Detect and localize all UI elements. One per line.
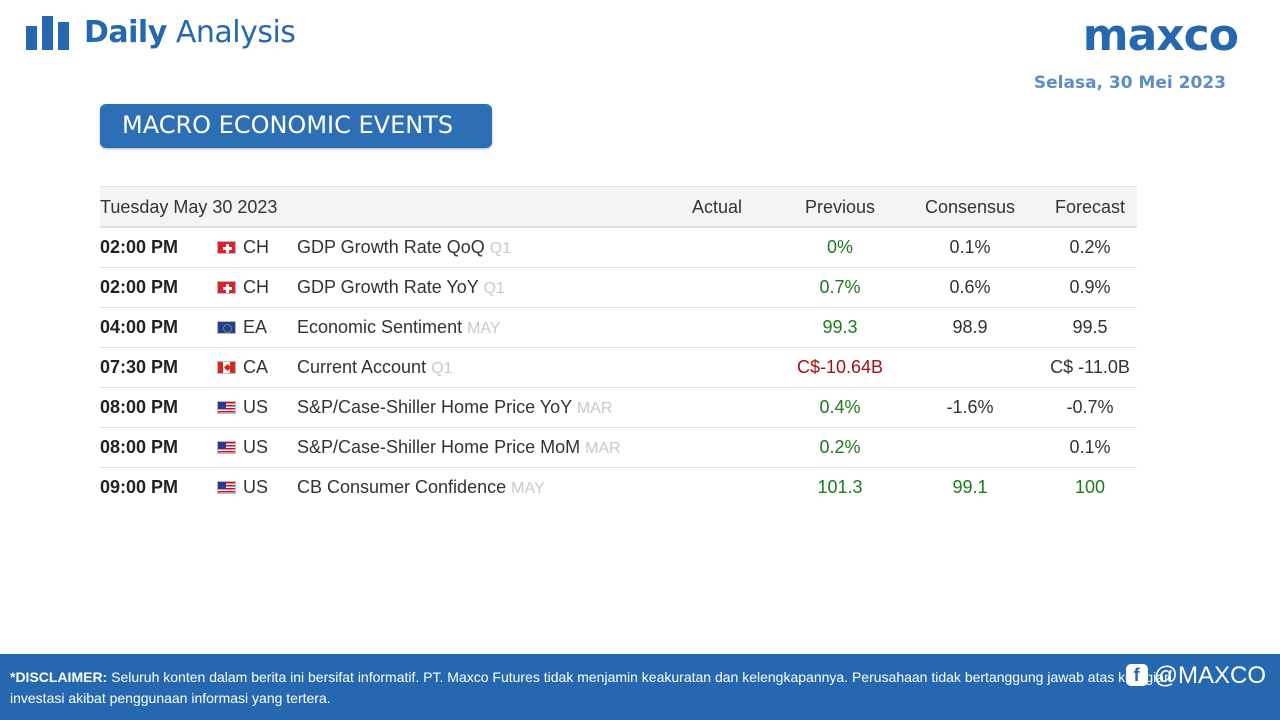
- consensus-value: 98.9: [952, 317, 988, 337]
- forecast-value: 100: [1074, 477, 1106, 497]
- previous-value: 0.4%: [819, 397, 861, 417]
- usa-flag-icon: [217, 401, 236, 414]
- usa-flag-icon: [217, 441, 236, 454]
- previous-value: 101.3: [817, 477, 863, 497]
- report-date: Selasa, 30 Mei 2023: [1033, 73, 1226, 93]
- event-time: 04:00 PM: [100, 317, 179, 337]
- event-period: Q1: [483, 280, 505, 297]
- header-consensus: Consensus: [924, 197, 1016, 217]
- table-row[interactable]: 02:00 PM CH GDP Growth Rate YoY Q1 0.7% …: [100, 268, 1137, 308]
- event-name[interactable]: S&P/Case-Shiller Home Price YoY MAR: [297, 397, 613, 417]
- canada-flag-icon: [217, 361, 236, 374]
- table-row[interactable]: 04:00 PM EA Economic Sentiment MAY 99.3 …: [100, 308, 1137, 348]
- consensus-value: 99.1: [952, 477, 988, 497]
- header-actual: Actual: [692, 197, 743, 217]
- previous-value: C$-10.64B: [796, 357, 884, 377]
- country-code: US: [243, 397, 269, 417]
- economic-calendar-table: Tuesday May 30 2023 Actual Previous Cons…: [100, 186, 1137, 508]
- country-code: CH: [243, 277, 269, 297]
- bar-chart-icon: [26, 14, 70, 50]
- brand-title-light: Analysis: [175, 14, 296, 50]
- social-handle-link[interactable]: f @MAXCO: [1125, 661, 1266, 689]
- disclaimer-label: *DISCLAIMER:: [10, 669, 108, 685]
- forecast-value: 0.2%: [1069, 237, 1111, 257]
- country-code: US: [243, 477, 269, 497]
- event-time: 09:00 PM: [100, 477, 179, 497]
- consensus-value: 0.1%: [949, 237, 991, 257]
- event-name[interactable]: GDP Growth Rate QoQ Q1: [297, 237, 512, 257]
- brand: Daily Analysis: [26, 14, 296, 50]
- forecast-value: 99.5: [1072, 317, 1108, 337]
- event-name[interactable]: Current Account Q1: [297, 357, 453, 377]
- forecast-value: -0.7%: [1066, 397, 1114, 417]
- previous-value: 0%: [826, 237, 853, 257]
- event-time: 08:00 PM: [100, 397, 179, 417]
- country-code: EA: [243, 317, 268, 337]
- country-code: CA: [243, 357, 269, 377]
- switzerland-flag-icon: [217, 241, 236, 254]
- table-row[interactable]: 08:00 PM US S&P/Case-Shiller Home Price …: [100, 428, 1137, 468]
- consensus-value: 0.6%: [949, 277, 991, 297]
- previous-value: 0.2%: [819, 437, 861, 457]
- switzerland-flag-icon: [217, 281, 236, 294]
- table-row[interactable]: 08:00 PM US S&P/Case-Shiller Home Price …: [100, 388, 1137, 428]
- forecast-value: 0.1%: [1069, 437, 1111, 457]
- previous-value: 0.7%: [819, 277, 861, 297]
- event-name[interactable]: CB Consumer Confidence MAY: [297, 477, 545, 497]
- event-period: Q1: [489, 240, 512, 257]
- event-period: Q1: [431, 360, 453, 377]
- event-period: MAR: [585, 440, 621, 457]
- eu-flag-icon: [217, 321, 236, 334]
- social-handle: @MAXCO: [1153, 661, 1266, 689]
- facebook-icon: f: [1125, 664, 1148, 686]
- header-previous: Previous: [804, 197, 876, 217]
- brand-title-bold: Daily: [84, 14, 167, 50]
- event-period: MAY: [467, 320, 501, 337]
- event-time: 07:30 PM: [100, 357, 179, 377]
- event-time: 02:00 PM: [100, 277, 179, 297]
- table-header: Tuesday May 30 2023 Actual Previous Cons…: [100, 186, 1137, 228]
- disclaimer-text: *DISCLAIMER: Seluruh konten dalam berita…: [10, 669, 1172, 706]
- forecast-value: C$ -11.0B: [1050, 357, 1130, 377]
- brand-title: Daily Analysis: [84, 14, 296, 50]
- event-time: 02:00 PM: [100, 237, 179, 257]
- disclaimer-footer: *DISCLAIMER: Seluruh konten dalam berita…: [0, 654, 1280, 720]
- country-code: US: [243, 437, 269, 457]
- table-row[interactable]: 02:00 PM CH GDP Growth Rate QoQ Q1 0% 0.…: [100, 228, 1137, 268]
- event-period: MAR: [576, 400, 613, 417]
- event-name[interactable]: Economic Sentiment MAY: [297, 317, 501, 337]
- header-date: Tuesday May 30 2023: [100, 197, 278, 217]
- event-name[interactable]: S&P/Case-Shiller Home Price MoM MAR: [297, 437, 621, 457]
- event-name[interactable]: GDP Growth Rate YoY Q1: [297, 277, 505, 297]
- maxco-logo: maxco: [1082, 10, 1239, 61]
- forecast-value: 0.9%: [1069, 277, 1111, 297]
- table-row[interactable]: 07:30 PM CA Current Account Q1 C$-10.64B…: [100, 348, 1137, 388]
- event-period: MAY: [511, 480, 545, 497]
- previous-value: 99.3: [822, 317, 858, 337]
- country-code: CH: [243, 237, 269, 257]
- table-row[interactable]: 09:00 PM US CB Consumer Confidence MAY 1…: [100, 468, 1137, 508]
- usa-flag-icon: [217, 481, 236, 494]
- consensus-value: -1.6%: [946, 397, 994, 417]
- section-title: MACRO ECONOMIC EVENTS: [100, 104, 492, 148]
- header-forecast: Forecast: [1054, 197, 1126, 217]
- event-time: 08:00 PM: [100, 437, 179, 457]
